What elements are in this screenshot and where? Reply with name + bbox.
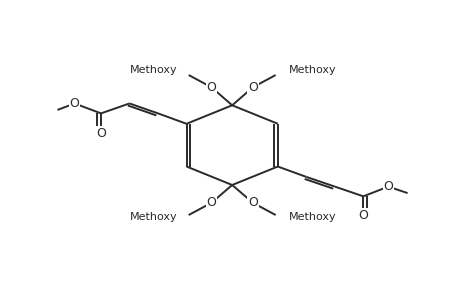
Text: O: O — [358, 209, 368, 222]
Text: Methoxy: Methoxy — [288, 212, 336, 222]
Text: O: O — [382, 180, 392, 193]
Text: Methoxy: Methoxy — [130, 65, 178, 75]
Text: O: O — [206, 196, 216, 209]
Text: O: O — [206, 81, 216, 94]
Text: O: O — [96, 127, 106, 140]
Text: O: O — [69, 97, 79, 110]
Text: Methoxy: Methoxy — [130, 212, 178, 222]
Text: O: O — [247, 81, 257, 94]
Text: Methoxy: Methoxy — [288, 65, 336, 75]
Text: O: O — [247, 196, 257, 209]
